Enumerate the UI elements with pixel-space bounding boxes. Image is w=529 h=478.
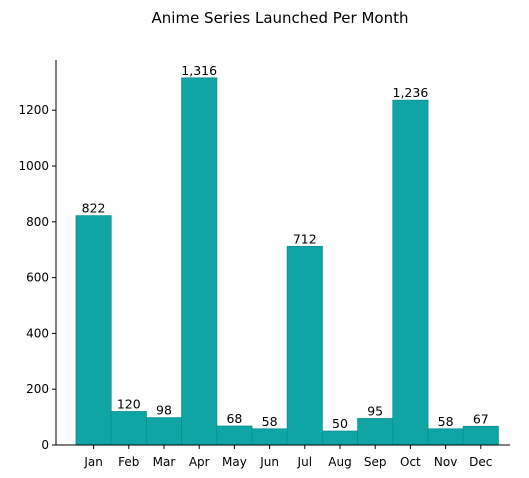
x-tick-label-aug: Aug: [328, 455, 351, 469]
x-tick-label-oct: Oct: [400, 455, 421, 469]
data-labels-group: 822 120 98 1,316 68 58 712 50 95 1,236 58 67: [82, 63, 489, 431]
data-label-feb: 120: [117, 397, 141, 412]
x-tick-label-jun: Jun: [259, 455, 279, 469]
bar-nov: [427, 428, 464, 446]
x-tick-label-jul: Jul: [297, 455, 312, 469]
x-tick-label-dec: Dec: [469, 455, 492, 469]
y-tick-label-200: 200: [26, 382, 49, 396]
x-tick-label-sep: Sep: [364, 455, 387, 469]
bar-jul: [286, 245, 323, 446]
data-label-oct: 1,236: [393, 85, 429, 100]
bar-sep: [357, 418, 394, 446]
y-tick-label-1000: 1000: [18, 159, 49, 173]
y-axis: 0 200 400 600 800 1000 1200: [18, 60, 57, 452]
bar-jan: [75, 215, 112, 446]
x-tick-label-may: May: [222, 455, 247, 469]
data-label-jul: 712: [293, 231, 317, 246]
data-label-jun: 58: [262, 414, 278, 429]
x-tick-label-mar: Mar: [153, 455, 176, 469]
data-label-dec: 67: [473, 411, 489, 426]
data-label-apr: 1,316: [181, 63, 217, 78]
bar-oct: [392, 99, 429, 446]
bar-aug: [321, 430, 358, 446]
x-tick-label-nov: Nov: [434, 455, 457, 469]
bar-apr: [181, 77, 218, 446]
y-tick-label-800: 800: [26, 215, 49, 229]
chart-title: Anime Series Launched Per Month: [152, 9, 409, 27]
data-label-may: 68: [226, 411, 242, 426]
data-label-aug: 50: [332, 416, 348, 431]
data-label-sep: 95: [367, 403, 383, 418]
bar-feb: [110, 411, 147, 446]
x-tick-label-jan: Jan: [83, 455, 103, 469]
data-label-nov: 58: [438, 414, 454, 429]
x-tick-label-apr: Apr: [189, 455, 210, 469]
bar-mar: [145, 417, 182, 446]
bar-dec: [462, 425, 499, 446]
data-label-jan: 822: [82, 201, 106, 216]
bar-may: [216, 425, 253, 446]
data-label-mar: 98: [156, 403, 172, 418]
y-tick-label-400: 400: [26, 326, 49, 340]
x-tick-label-feb: Feb: [118, 455, 139, 469]
bar-jun: [251, 428, 288, 446]
y-tick-label-600: 600: [26, 271, 49, 285]
y-tick-label-1200: 1200: [18, 103, 49, 117]
x-axis: Jan Feb Mar Apr May Jun Jul Aug Sep Oct Nov Dec: [56, 444, 510, 469]
bars-group: [75, 77, 499, 446]
y-tick-label-0: 0: [41, 438, 49, 452]
